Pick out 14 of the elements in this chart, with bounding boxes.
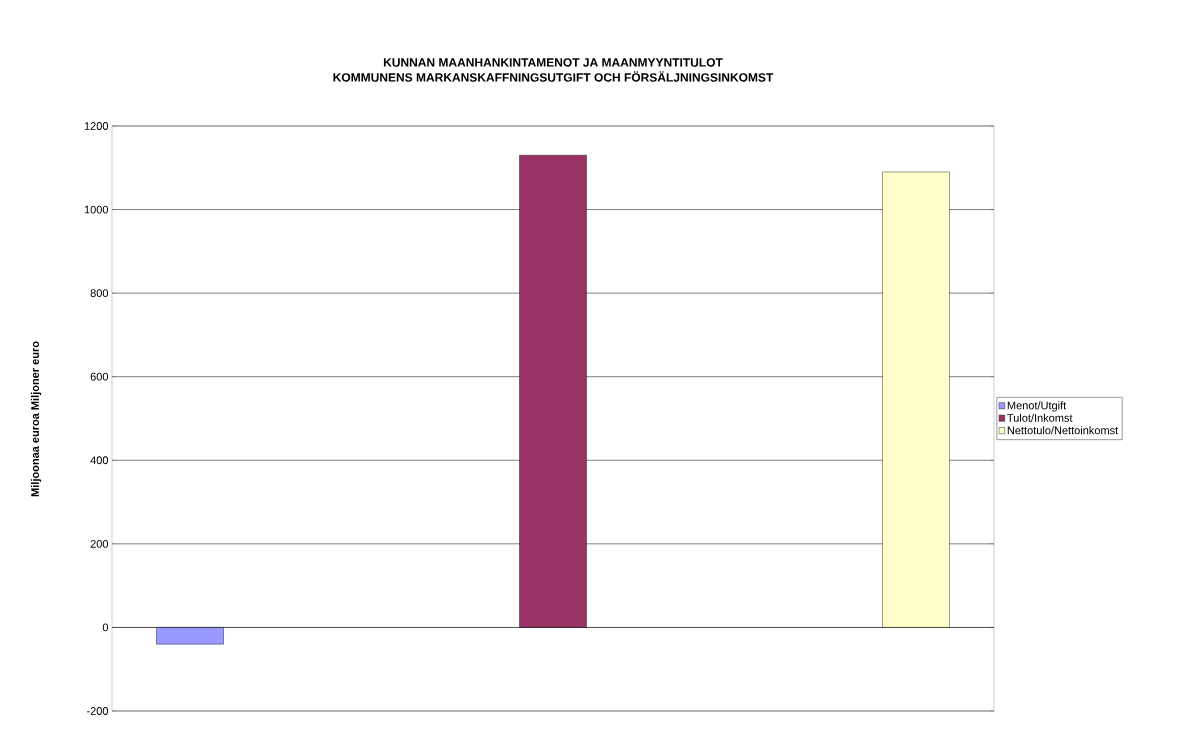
y-tick-label: 400 [90,456,109,465]
y-tick-label: 0 [102,623,109,632]
chart-title: KUNNAN MAANHANKINTAMENOT JA MAANMYYNTITULOT [383,58,723,67]
y-tick-label: 1200 [84,122,109,130]
y-tick-label: 800 [90,289,109,298]
y-tick-label: 1000 [84,205,109,214]
legend-label: Nettotulo/Nettoinkomst [1007,426,1119,435]
y-axis-title: Miljoonaa euroa Miljoner euro [30,341,42,497]
y-tick-label: 200 [90,539,109,548]
y-tick-label: -200 [86,707,109,715]
legend-label: Tulot/Inkomst [1007,413,1073,422]
legend-label: Menot/Utgift [1007,401,1067,412]
y-tick-label: 600 [90,372,109,381]
chart-subtitle: KOMMUNENS MARKANSKAFFNINGSUTGIFT OCH FÖRSÄLJNINGSINKOMST [333,71,774,82]
